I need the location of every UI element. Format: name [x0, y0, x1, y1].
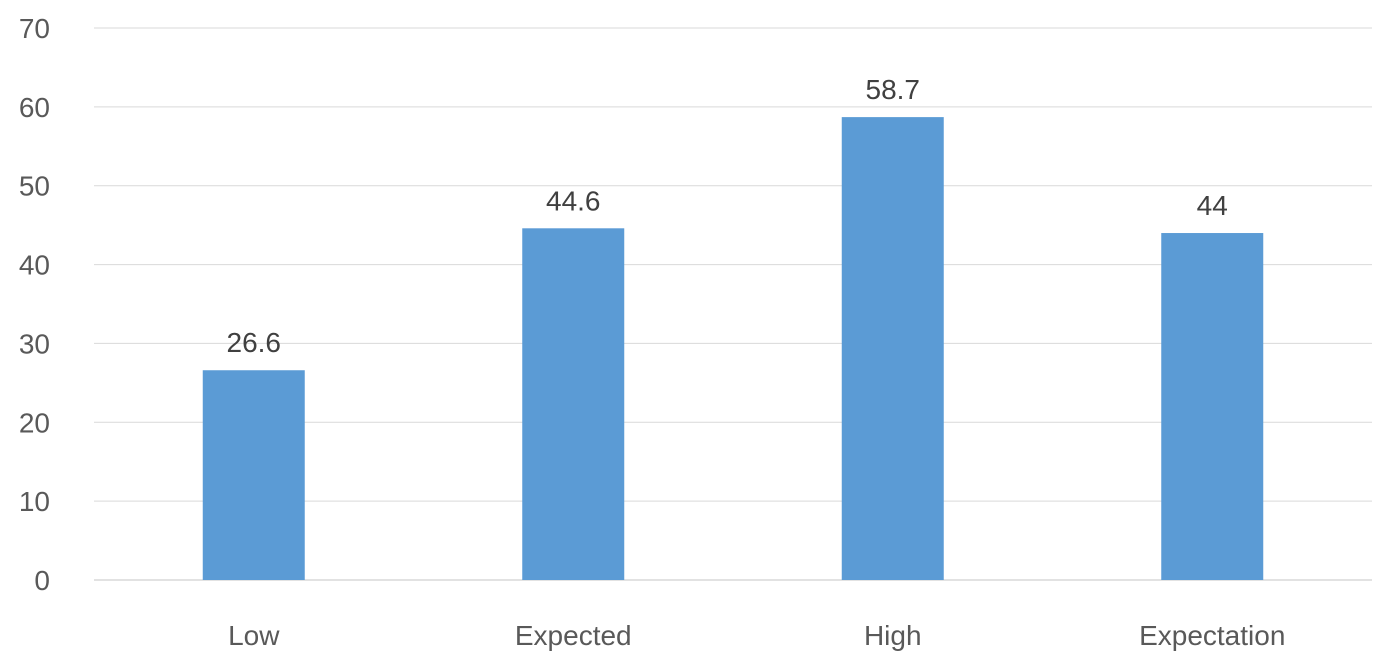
- data-labels: 26.6 44.6 58.7 44: [227, 74, 1228, 358]
- data-label: 58.7: [866, 74, 921, 105]
- bar-expectation: [1161, 233, 1264, 580]
- x-tick-label: High: [864, 620, 922, 651]
- x-tick-label: Expectation: [1139, 620, 1285, 651]
- data-label: 44.6: [546, 185, 601, 216]
- bar-high: [841, 117, 944, 580]
- y-tick-label: 40: [19, 250, 50, 281]
- gridlines: [94, 27, 1372, 581]
- y-tick-label: 60: [19, 92, 50, 123]
- y-axis-tick-labels: 0 10 20 30 40 50 60 70: [19, 13, 50, 596]
- bar-low: [202, 370, 305, 580]
- y-tick-label: 20: [19, 407, 50, 438]
- y-tick-label: 0: [34, 565, 50, 596]
- y-tick-label: 70: [19, 13, 50, 44]
- data-label: 44: [1197, 190, 1228, 221]
- x-tick-label: Low: [228, 620, 280, 651]
- y-tick-label: 50: [19, 171, 50, 202]
- bar-expected: [522, 228, 625, 580]
- y-tick-label: 30: [19, 328, 50, 359]
- x-axis-tick-labels: Low Expected High Expectation: [228, 620, 1285, 651]
- y-tick-label: 10: [19, 486, 50, 517]
- data-label: 26.6: [227, 327, 282, 358]
- bars: [202, 117, 1264, 580]
- x-tick-label: Expected: [515, 620, 632, 651]
